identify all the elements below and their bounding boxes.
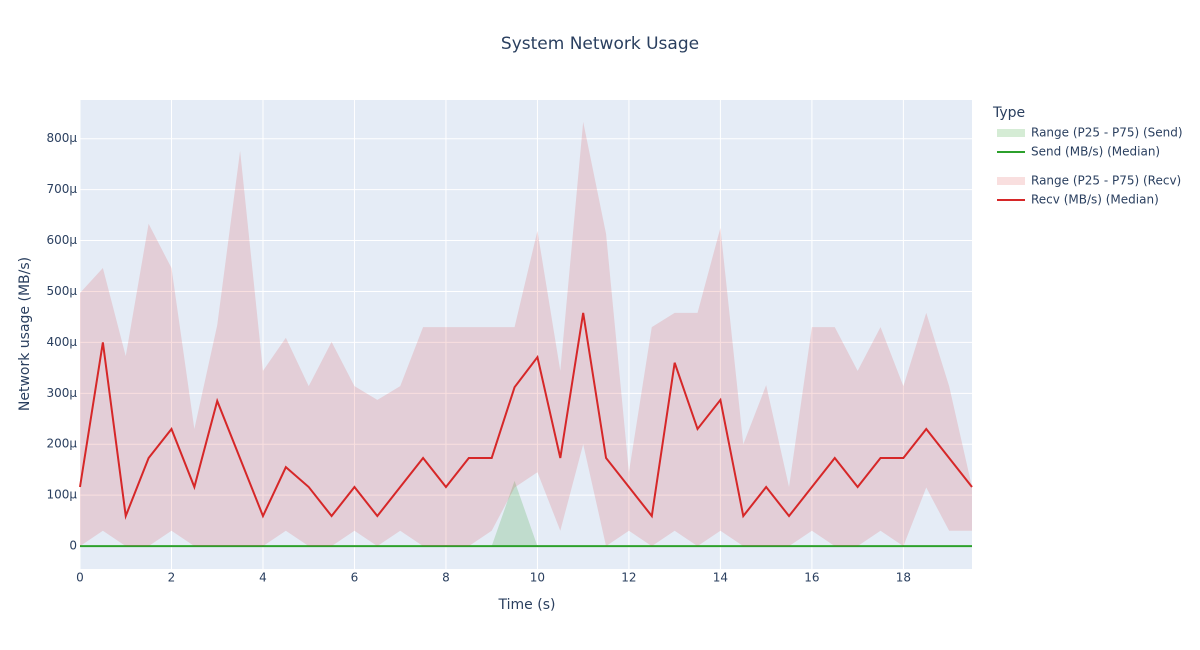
plot-background <box>80 100 972 569</box>
x-tick-label: 2 <box>168 571 176 585</box>
x-tick-label: 18 <box>896 571 911 585</box>
y-tick-label: 700μ <box>46 182 77 196</box>
x-tick-label: 6 <box>351 571 359 585</box>
y-tick-label: 500μ <box>46 284 77 298</box>
y-tick-label: 0 <box>69 539 77 553</box>
legend-label: Range (P25 - P75) (Recv) <box>1031 174 1181 188</box>
y-tick-label: 300μ <box>46 386 77 400</box>
x-axis-title: Time (s) <box>498 597 556 613</box>
range-band <box>80 121 972 547</box>
x-tick-label: 10 <box>530 571 545 585</box>
legend-label: Send (MB/s) (Median) <box>1031 145 1160 159</box>
legend-title: Type <box>992 105 1025 121</box>
x-tick-label: 4 <box>259 571 267 585</box>
y-tick-label: 800μ <box>46 131 77 145</box>
y-tick-label: 100μ <box>46 488 77 502</box>
x-tick-label: 16 <box>804 571 819 585</box>
x-tick-label: 14 <box>713 571 728 585</box>
median-line <box>79 312 973 521</box>
legend-label: Recv (MB/s) (Median) <box>1031 193 1159 207</box>
x-tick-label: 0 <box>76 571 84 585</box>
range-band <box>80 480 972 547</box>
chart-title: System Network Usage <box>501 34 699 54</box>
y-axis-title: Network usage (MB/s) <box>17 257 33 411</box>
x-tick-label: 8 <box>442 571 450 585</box>
y-tick-label: 600μ <box>46 233 77 247</box>
legend-label: Range (P25 - P75) (Send) <box>1031 126 1183 140</box>
y-tick-label: 200μ <box>46 437 77 451</box>
y-tick-label: 400μ <box>46 335 77 349</box>
x-tick-label: 12 <box>621 571 636 585</box>
